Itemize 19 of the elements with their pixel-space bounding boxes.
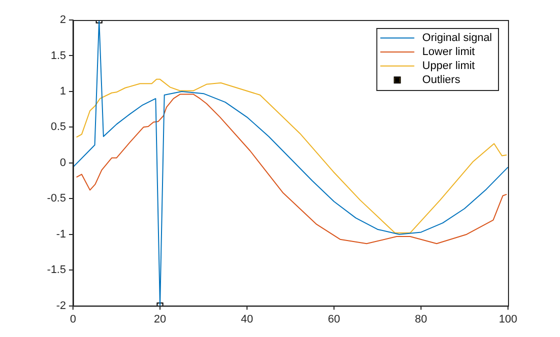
y-tick-label: -1.5 bbox=[47, 264, 66, 276]
y-tick-label: 1 bbox=[60, 85, 66, 98]
legend-label: Lower limit bbox=[422, 46, 475, 58]
y-tick-label: -2 bbox=[56, 300, 66, 312]
x-tick-label: 80 bbox=[414, 313, 428, 326]
y-tick-label: 0.5 bbox=[50, 121, 66, 134]
x-tick-label: 0 bbox=[70, 313, 76, 326]
x-tick-label: 20 bbox=[154, 313, 166, 326]
y-tick-label: 0 bbox=[60, 156, 66, 169]
x-tick-label: 40 bbox=[240, 313, 254, 326]
x-tick-label: 60 bbox=[328, 313, 340, 326]
y-tick-label: 2 bbox=[60, 14, 66, 26]
legend-label: Outliers bbox=[422, 74, 461, 86]
y-tick-label: -0.5 bbox=[47, 192, 66, 205]
legend-label: Original signal bbox=[422, 32, 492, 44]
legend-label: Upper limit bbox=[422, 60, 475, 72]
y-tick-label: -1 bbox=[56, 228, 66, 240]
x-tick-label: 100 bbox=[498, 313, 518, 326]
y-tick-label: 1.5 bbox=[50, 50, 66, 62]
